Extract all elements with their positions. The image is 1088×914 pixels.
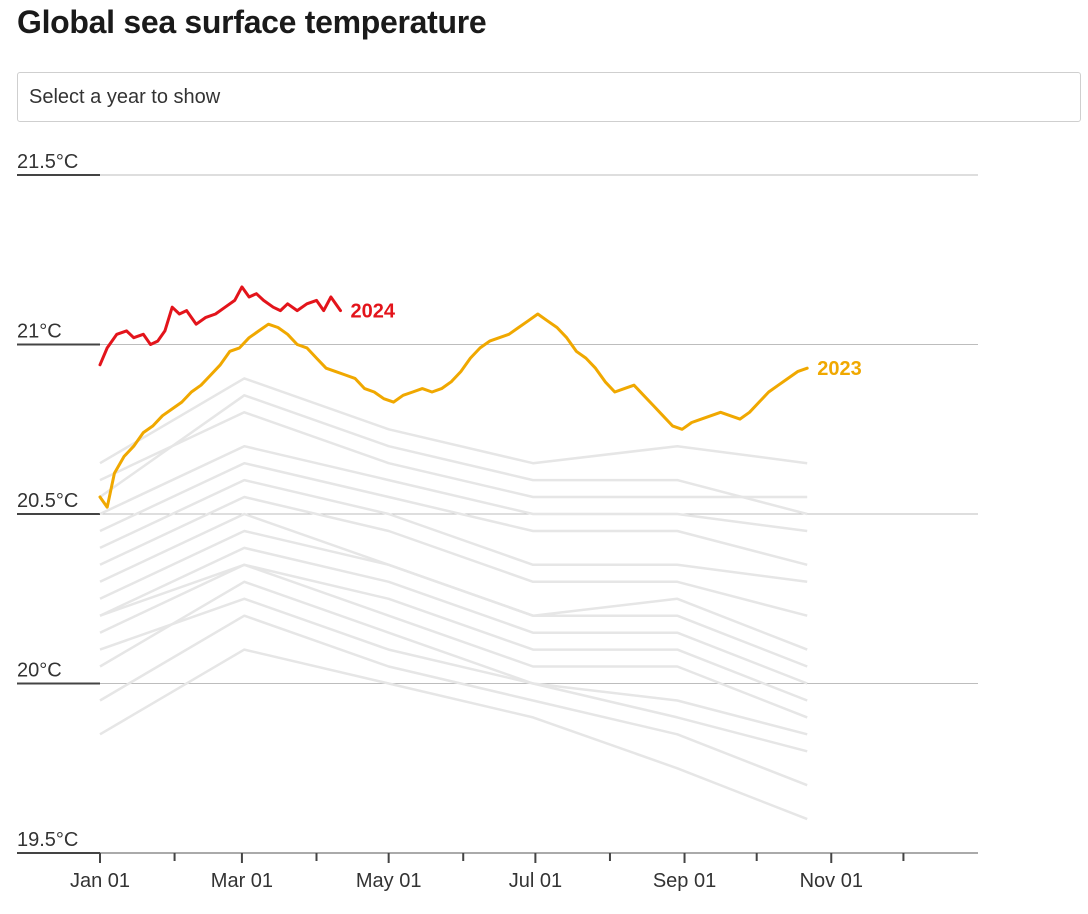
x-tick-label: Jan 01: [70, 870, 130, 892]
x-tick-label: Mar 01: [211, 870, 273, 892]
year-select-dropdown[interactable]: Select a year to show: [17, 72, 1081, 122]
y-tick-label: 21°C: [17, 321, 62, 343]
background-year-lines: [99, 377, 808, 821]
background-year-line: [99, 411, 808, 499]
background-year-line: [99, 478, 808, 584]
background-year-line: [99, 563, 808, 719]
series-line-2023: [98, 312, 809, 509]
background-year-line: [99, 580, 808, 736]
background-year-line: [99, 495, 808, 617]
background-year-line: [99, 394, 808, 516]
background-year-line: [99, 444, 808, 533]
background-year-line: [99, 546, 808, 685]
x-tick-label: Jul 01: [509, 870, 562, 892]
background-year-line: [99, 461, 808, 567]
y-tick-label: 20.5°C: [17, 490, 78, 512]
y-tick-label: 20°C: [17, 660, 62, 682]
y-tick-label: 21.5°C: [17, 151, 78, 173]
x-tick-label: May 01: [356, 870, 422, 892]
series-line-2024: [98, 285, 342, 367]
gridlines: 19.5°C 20°C 20.5°C 21°C 21.5°C: [17, 151, 978, 854]
background-year-line: [99, 377, 808, 465]
x-axis: Jan 01 Mar 01 May 01 Jul 01 Sep 01 Nov 01: [70, 852, 978, 892]
chart-title: Global sea surface temperature: [17, 4, 487, 40]
highlighted-year-lines: 2023 2024: [98, 285, 862, 509]
x-tick-label: Sep 01: [653, 870, 716, 892]
series-label-2023: 2023: [817, 358, 862, 380]
series-label-2024: 2024: [351, 301, 396, 323]
year-select-placeholder: Select a year to show: [29, 85, 221, 108]
background-year-line: [99, 597, 808, 753]
x-tick-label: Nov 01: [800, 870, 863, 892]
y-tick-label: 19.5°C: [17, 829, 78, 851]
background-year-line: [99, 648, 808, 821]
background-year-line: [99, 563, 808, 702]
background-year-line: [99, 614, 808, 787]
background-year-line: [99, 529, 808, 668]
